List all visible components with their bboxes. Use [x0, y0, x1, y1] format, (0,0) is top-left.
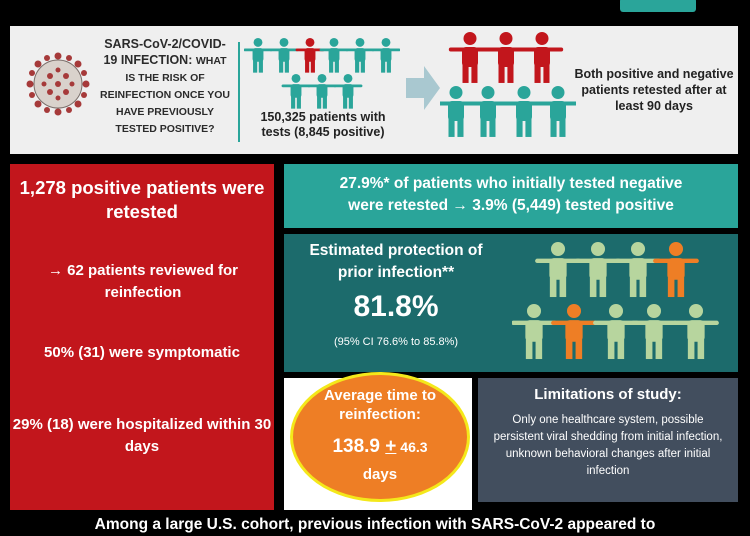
person-figure: [535, 242, 581, 298]
person-figure: [295, 38, 325, 73]
person-figure: [593, 304, 639, 360]
person-figure: [371, 38, 400, 73]
person-figure: [281, 74, 311, 109]
study-question: SARS-CoV-2/COVID- 19 INFECTION: WHAT IS …: [97, 36, 233, 137]
patients-tested-text: 150,325 patients with tests (8,845 posit…: [260, 110, 386, 139]
positive-patients-panel: 1,278 positive patients were retested → …: [10, 164, 274, 510]
question-small-1: WHAT: [195, 55, 227, 67]
conclusion-text: Among a large U.S. cohort, previous infe…: [94, 516, 656, 533]
person-figure: [484, 32, 528, 83]
question-line-2: 19 INFECTION:: [103, 53, 196, 67]
person-figure: [575, 242, 621, 298]
person-figure: [466, 86, 510, 137]
symptomatic-text: 50% (31) were symptomatic: [44, 344, 240, 361]
person-figure: [512, 304, 557, 360]
person-figure: [448, 32, 492, 83]
negative-line-1: 27.9%* of patients who initially tested …: [339, 175, 683, 192]
protection-value: 81.8%: [353, 290, 439, 323]
header-divider: [238, 42, 240, 142]
person-figure: [536, 86, 576, 137]
negative-line-2: were retested → 3.9% (5,449) tested posi…: [348, 197, 674, 214]
reinfection-reviewed-text: → 62 patients reviewed for reinfection: [47, 262, 239, 301]
person-figure: [307, 74, 337, 109]
protection-panel: [284, 234, 738, 372]
limitations-panel: [478, 378, 738, 502]
reinfection-time-oval: [290, 372, 470, 502]
person-figure: [319, 38, 349, 73]
header-panel: [10, 26, 738, 154]
limitations-text: Only one healthcare system, possible per…: [493, 414, 723, 477]
person-figure: [631, 304, 677, 360]
limitations-title: Limitations of study:: [534, 386, 682, 403]
person-figure: [653, 242, 699, 298]
protection-ci: (95% CI 76.6% to 85.8%): [333, 336, 459, 348]
person-figure: [551, 304, 597, 360]
question-small-2: IS THE RISK OF: [125, 72, 205, 84]
question-line-1: SARS-CoV-2/COVID-: [104, 37, 226, 51]
positive-retested-text: 1,278 positive patients were retested: [19, 177, 265, 222]
person-figure: [615, 242, 661, 298]
retest-text: Both positive and negative patients rete…: [574, 67, 734, 113]
patients-group-icon: [244, 38, 400, 109]
reinfection-sd: 46.3: [396, 439, 428, 455]
plus-minus-sign: +: [385, 436, 397, 457]
question-small-5: TESTED POSITIVE?: [115, 123, 215, 135]
person-figure: [345, 38, 375, 73]
question-small-3: REINFECTION ONCE YOU: [100, 89, 230, 101]
person-figure: [502, 86, 546, 137]
reinfection-time-title: Average time to reinfection:: [324, 387, 436, 423]
hospitalized-text: 29% (18) were hospitalized within 30 day…: [12, 416, 272, 455]
person-figure: [440, 86, 478, 137]
logo-mark: [620, 0, 696, 12]
person-figure: [520, 32, 564, 83]
person-figure: [673, 304, 719, 360]
arrow-right-icon: [406, 66, 440, 110]
person-figure: [244, 38, 273, 73]
reinfection-mean: 138.9: [332, 436, 386, 457]
retested-group-icon: [440, 32, 576, 137]
reinfection-time-unit: days: [362, 466, 398, 483]
question-small-4: HAVE PREVIOUSLY: [115, 106, 215, 118]
protection-people-icon: [512, 242, 719, 360]
reinfection-time-value: 138.9 + 46.3: [300, 436, 460, 458]
negative-retest-banner: 27.9%* of patients who initially tested …: [284, 164, 738, 228]
person-figure: [269, 38, 299, 73]
protection-title: Estimated protection of prior infection*…: [309, 242, 483, 281]
person-figure: [333, 74, 363, 109]
virus-icon: [26, 52, 90, 116]
